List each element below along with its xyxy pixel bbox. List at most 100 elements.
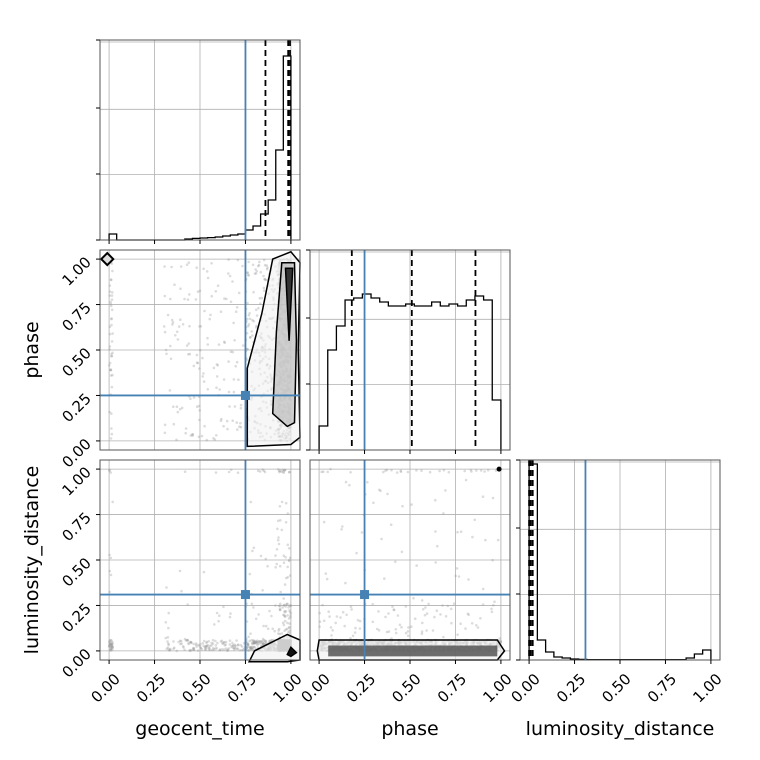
scatter-phase-vs-luminosity_distance-point — [438, 469, 441, 473]
scatter-geocent_time-vs-phase-point — [108, 294, 111, 297]
scatter-phase-vs-luminosity_distance-point — [420, 632, 424, 635]
scatter-phase-vs-luminosity_distance-point — [493, 600, 496, 603]
scatter-geocent_time-vs-luminosity_distance-point — [286, 614, 289, 617]
scatter-geocent_time-vs-luminosity_distance-point — [182, 646, 185, 649]
scatter-geocent_time-vs-luminosity_distance-point — [262, 639, 266, 642]
scatter-geocent_time-vs-luminosity_distance-point — [288, 470, 291, 474]
scatter-geocent_time-vs-luminosity_distance-point — [246, 645, 249, 649]
scatter-geocent_time-vs-luminosity_distance-point — [214, 471, 218, 474]
scatter-geocent_time-vs-luminosity_distance-point — [258, 640, 262, 643]
scatter-geocent_time-vs-luminosity_distance-point — [278, 607, 282, 610]
scatter-geocent_time-vs-phase-point — [262, 258, 266, 262]
scatter-geocent_time-vs-luminosity_distance-point — [287, 626, 291, 629]
scatter-geocent_time-vs-luminosity_distance-point — [217, 619, 220, 623]
scatter-geocent_time-vs-luminosity_distance-point — [109, 644, 113, 647]
scatter-geocent_time-vs-luminosity_distance-point — [108, 553, 111, 557]
scatter-geocent_time-vs-luminosity_distance-point — [256, 640, 260, 644]
scatter-phase-vs-luminosity_distance-point — [491, 496, 495, 500]
scatter-geocent_time-vs-luminosity_distance-point — [236, 644, 240, 647]
scatter-geocent_time-vs-phase-point — [163, 431, 167, 435]
scatter-phase-vs-luminosity_distance-point — [483, 470, 486, 473]
scatter-geocent_time-vs-luminosity_distance-point — [192, 648, 196, 652]
scatter-geocent_time-vs-luminosity_distance-point — [284, 556, 287, 559]
scatter-geocent_time-vs-luminosity_distance-point — [187, 641, 190, 645]
scatter-geocent_time-vs-phase-point — [192, 396, 196, 399]
scatter-geocent_time-vs-luminosity_distance-point — [276, 519, 280, 523]
scatter-geocent_time-vs-phase-point — [179, 265, 183, 268]
scatter-geocent_time-vs-luminosity_distance-point — [254, 642, 257, 645]
scatter-geocent_time-vs-phase-point — [172, 405, 175, 409]
scatter-geocent_time-vs-phase-point — [222, 378, 226, 381]
scatter-geocent_time-vs-phase-point — [210, 262, 213, 265]
scatter-geocent_time-vs-luminosity_distance-point — [187, 642, 190, 646]
scatter-geocent_time-vs-luminosity_distance-point — [183, 637, 187, 641]
scatter-geocent_time-vs-phase-point — [171, 323, 174, 326]
scatter-geocent_time-vs-luminosity_distance-point — [256, 469, 260, 473]
scatter-geocent_time-vs-phase-point — [110, 317, 113, 321]
scatter-geocent_time-vs-phase-point — [237, 378, 240, 382]
scatter-geocent_time-vs-phase-point — [233, 405, 237, 408]
scatter-phase-vs-luminosity_distance-point — [415, 564, 419, 567]
scatter-phase-vs-luminosity_distance-point — [322, 470, 325, 474]
scatter-geocent_time-vs-phase-point — [162, 325, 166, 328]
scatter-geocent_time-vs-luminosity_distance-point — [166, 646, 170, 649]
scatter-geocent_time-vs-luminosity_distance-point — [213, 623, 216, 626]
scatter-geocent_time-vs-phase-point — [225, 297, 228, 301]
scatter-geocent_time-vs-phase-point — [195, 405, 199, 409]
scatter-phase-vs-luminosity_distance-point — [394, 560, 397, 564]
scatter-geocent_time-vs-luminosity_distance-point — [111, 642, 114, 645]
scatter-geocent_time-vs-luminosity_distance-point — [248, 645, 252, 649]
scatter-geocent_time-vs-luminosity_distance-point — [289, 616, 292, 619]
scatter-geocent_time-vs-luminosity_distance-point — [289, 604, 293, 608]
scatter-phase-vs-luminosity_distance-point — [425, 612, 429, 615]
scatter-geocent_time-vs-luminosity_distance-point — [183, 470, 187, 474]
scatter-phase-vs-luminosity_distance-point — [371, 620, 375, 624]
scatter-geocent_time-vs-luminosity_distance-point — [109, 645, 113, 649]
scatter-geocent_time-vs-luminosity_distance-point — [288, 629, 292, 632]
scatter-geocent_time-vs-phase-point — [109, 369, 113, 372]
scatter-phase-vs-luminosity_distance-point — [492, 603, 495, 607]
scatter-geocent_time-vs-phase-point — [110, 340, 114, 343]
xtick-label-phase-0: 0.00 — [297, 670, 333, 706]
scatter-phase-vs-luminosity_distance-point — [498, 637, 502, 640]
ytick-label-phase-0: 0.00 — [58, 435, 94, 471]
scatter-geocent_time-vs-luminosity_distance-point — [261, 642, 265, 645]
scatter-geocent_time-vs-luminosity_distance-point — [111, 640, 114, 644]
scatter-geocent_time-vs-phase-point — [219, 419, 223, 423]
scatter-geocent_time-vs-luminosity_distance-point — [282, 470, 285, 473]
xtick-label-geocent_time-3: 0.75 — [224, 670, 260, 706]
scatter-geocent_time-vs-phase-point — [229, 300, 233, 304]
scatter-geocent_time-vs-luminosity_distance-point — [204, 645, 207, 649]
scatter-geocent_time-vs-phase-point — [108, 361, 112, 365]
scatter-geocent_time-vs-luminosity_distance-point — [282, 613, 285, 617]
scatter-geocent_time-vs-luminosity_distance-point — [283, 469, 286, 472]
scatter-geocent_time-vs-luminosity_distance-point — [274, 566, 278, 569]
scatter-geocent_time-vs-luminosity_distance-point — [259, 554, 263, 558]
scatter-phase-vs-luminosity_distance-point — [455, 567, 459, 570]
scatter-phase-vs-luminosity_distance-point — [340, 528, 343, 531]
scatter-geocent_time-vs-luminosity_distance-point — [214, 639, 217, 643]
scatter-geocent_time-vs-luminosity_distance-point — [110, 642, 113, 645]
scatter-geocent_time-vs-luminosity_distance-point — [288, 604, 292, 608]
scatter-phase-vs-luminosity_distance-point — [389, 523, 393, 526]
scatter-geocent_time-vs-luminosity_distance-point — [280, 528, 284, 532]
scatter-geocent_time-vs-luminosity_distance-point — [218, 614, 221, 617]
scatter-geocent_time-vs-luminosity_distance-point — [232, 646, 236, 650]
scatter-geocent_time-vs-luminosity_distance-point — [287, 617, 291, 620]
scatter-geocent_time-vs-luminosity_distance-point — [284, 605, 288, 608]
scatter-geocent_time-vs-luminosity_distance-point — [280, 500, 284, 504]
scatter-geocent_time-vs-luminosity_distance-point — [258, 470, 262, 473]
scatter-geocent_time-vs-phase-point — [110, 412, 113, 415]
scatter-phase-vs-luminosity_distance-point — [421, 608, 425, 611]
scatter-phase-vs-luminosity_distance-point — [391, 605, 394, 608]
scatter-geocent_time-vs-phase-point — [229, 350, 233, 354]
scatter-phase-vs-luminosity_distance-point — [459, 622, 462, 625]
scatter-phase-vs-luminosity_distance-point — [449, 607, 453, 611]
scatter-geocent_time-vs-luminosity_distance-point — [280, 470, 283, 474]
scatter-geocent_time-vs-luminosity_distance-point — [218, 648, 222, 651]
scatter-geocent_time-vs-luminosity_distance-point — [231, 641, 234, 645]
scatter-geocent_time-vs-phase-point — [110, 298, 114, 302]
scatter-phase-vs-luminosity_distance-point — [404, 631, 408, 635]
scatter-geocent_time-vs-luminosity_distance-point — [108, 640, 111, 644]
scatter-geocent_time-vs-phase-point — [186, 298, 190, 301]
